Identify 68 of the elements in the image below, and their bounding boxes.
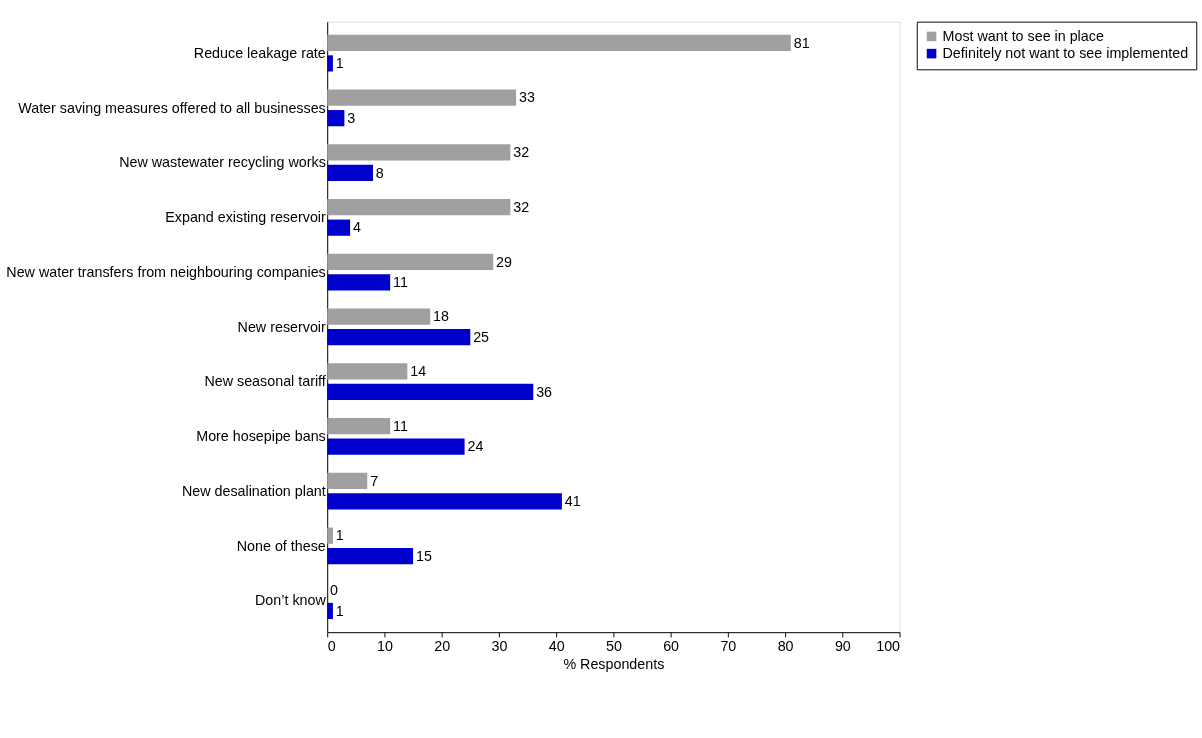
y-tick-label: New wastewater recycling works [119, 154, 326, 171]
data-label: 25 [473, 328, 490, 345]
x-tick-label: 50 [605, 637, 622, 654]
data-label: 15 [415, 547, 432, 564]
bar [327, 438, 465, 455]
bar [327, 199, 511, 216]
bar [327, 548, 414, 565]
bar [327, 144, 511, 161]
bar [327, 274, 391, 291]
x-tick-label: 10 [376, 637, 393, 654]
legend-label: Definitely not want to see implemented [942, 45, 1189, 62]
data-label: 1 [335, 55, 344, 72]
bar [327, 493, 562, 510]
data-label: 11 [393, 417, 408, 434]
data-label: 8 [375, 164, 384, 181]
data-label: 32 [513, 144, 530, 161]
bar [327, 55, 333, 72]
bar [327, 253, 494, 271]
bar [327, 472, 368, 490]
y-tick-label: New seasonal tariff [204, 373, 326, 390]
legend-label: Most want to see in place [942, 28, 1104, 45]
data-label: 7 [370, 472, 379, 489]
x-tick-label: 30 [491, 637, 508, 654]
data-label: 14 [410, 363, 427, 380]
data-label: 29 [496, 253, 513, 270]
bar [327, 110, 345, 127]
y-tick-label: Expand existing reservoir [165, 209, 327, 226]
x-tick-label: 20 [434, 637, 451, 654]
x-tick-label: 90 [834, 637, 851, 654]
data-label: 36 [536, 383, 553, 400]
y-tick-label: Reduce leakage rate [193, 44, 326, 61]
bar [327, 527, 333, 544]
bar [327, 308, 431, 325]
bar [327, 418, 391, 435]
bar [327, 219, 351, 236]
data-label: 4 [352, 219, 361, 236]
y-tick-label: New desalination plant [181, 482, 326, 499]
bar [327, 383, 534, 401]
y-tick-label: None of these [236, 537, 326, 554]
data-label: 1 [335, 527, 344, 544]
data-label: 81 [793, 34, 810, 51]
data-label: 3 [347, 109, 356, 126]
data-label: 24 [467, 438, 484, 455]
data-label: 1 [335, 602, 344, 619]
bar [327, 602, 333, 620]
data-label: 11 [393, 274, 408, 291]
bar [327, 89, 517, 106]
x-tick-label: 70 [720, 637, 737, 654]
x-tick-label: 80 [777, 637, 794, 654]
y-tick-label: New reservoir [237, 318, 327, 335]
data-label: 32 [513, 198, 530, 215]
bar [327, 164, 373, 182]
data-label: 41 [564, 493, 581, 510]
x-tick-label: 40 [548, 637, 565, 654]
data-label: 18 [433, 308, 450, 325]
y-tick-label: More hosepipe bans [196, 428, 326, 445]
x-tick-label: 60 [663, 637, 680, 654]
y-tick-label: Water saving measures offered to all businesses [18, 99, 326, 116]
data-label: 33 [518, 89, 535, 106]
bar [327, 329, 471, 346]
data-label: 0 [330, 582, 339, 599]
y-tick-label: Don’t know [255, 592, 327, 609]
bar [327, 34, 791, 51]
y-tick-label: New water transfers from neighbouring companies [6, 263, 326, 280]
bar [327, 363, 408, 380]
x-tick-label: 100 [876, 637, 901, 654]
x-axis-title: % Respondents [563, 655, 665, 672]
x-tick-label: 0 [327, 637, 336, 654]
